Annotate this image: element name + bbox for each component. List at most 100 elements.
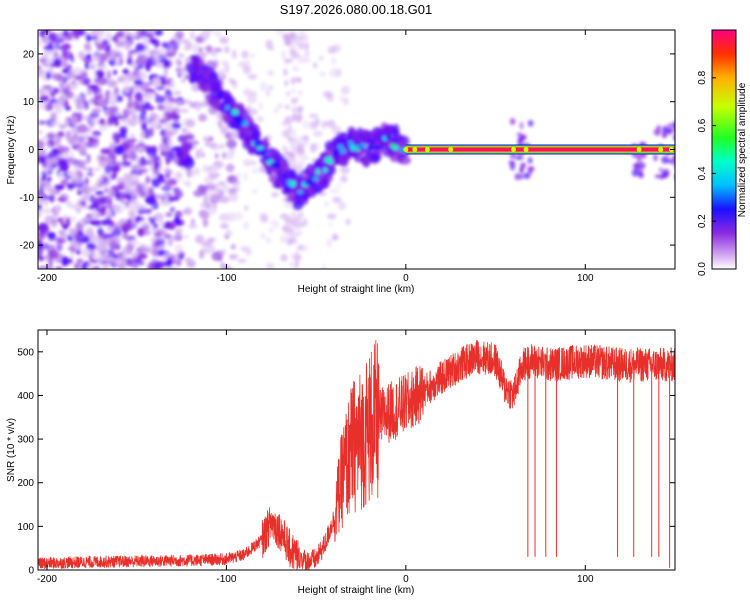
spectrogram-cell — [218, 143, 226, 150]
spectrogram-cell — [329, 67, 340, 78]
spectrogram-cell — [149, 193, 159, 202]
spectrogram-cell — [225, 151, 235, 160]
spectrogram-cell — [131, 100, 138, 108]
spectrogram-cell — [661, 155, 669, 164]
spectrogram-cell — [153, 30, 164, 36]
spectrogram-cell — [279, 161, 291, 172]
spectrogram-cell — [399, 155, 411, 165]
spectrogram-cell — [106, 70, 112, 80]
spectrogram-cell — [86, 186, 98, 193]
spectrogram-cell — [51, 148, 60, 153]
bottom-y-tick-label: 200 — [17, 478, 34, 489]
spectrogram-cell — [80, 219, 88, 225]
spectrogram-cell — [66, 200, 72, 208]
spectrogram-cell — [308, 113, 319, 118]
spectrogram-cell — [95, 190, 105, 196]
spectrogram-cell — [185, 118, 196, 128]
spectrogram-cell — [93, 182, 103, 189]
spectrogram-cell — [297, 211, 305, 217]
spectrogram-cell — [509, 153, 516, 159]
spectrogram-cell — [104, 164, 113, 175]
chart-title: S197.2026.080.00.18.G01 — [280, 2, 433, 17]
spectrogram-cell — [64, 99, 69, 108]
spectrogram-cell — [225, 163, 235, 173]
spectrogram-cell — [139, 220, 150, 228]
spectrogram-cell — [44, 242, 49, 250]
spectrogram-cell — [509, 118, 516, 125]
spectrogram-cell — [517, 174, 524, 180]
spectrogram-cell — [152, 77, 162, 87]
spectrogram-cell — [88, 98, 98, 104]
bottom-x-tick-label: -200 — [37, 574, 57, 585]
spectrogram-cells — [38, 30, 675, 269]
spectrogram-cell — [87, 227, 93, 237]
spectrogram-cell — [137, 252, 148, 260]
spectrogram-cell — [164, 181, 173, 188]
spectrogram-cell — [38, 129, 43, 135]
spectrogram-cell — [527, 157, 533, 164]
spectrogram-cell — [213, 30, 223, 38]
spectrogram-cell — [227, 109, 233, 115]
spectrogram-cell — [327, 119, 336, 129]
spectrogram-cell — [320, 121, 328, 129]
spectrogram-cell — [152, 61, 157, 67]
spectrogram-cell — [70, 180, 78, 186]
spectrogram-cell — [297, 244, 304, 250]
spectrogram-cell — [138, 260, 145, 266]
spectrogram-cell — [267, 70, 275, 77]
spectrogram-cell — [231, 49, 237, 60]
spectrogram-cell — [121, 246, 131, 256]
spectrogram-cell — [656, 125, 661, 131]
spectrogram-cell — [220, 262, 226, 269]
spectrogram-cell — [247, 73, 258, 80]
spectrogram-cell — [107, 91, 114, 97]
spectrogram-cell — [173, 190, 184, 199]
spectrogram-cell — [47, 161, 54, 171]
spectrogram-cell — [241, 50, 249, 59]
spectrogram-cell — [281, 121, 287, 127]
spectrogram-cell — [244, 205, 249, 211]
spectrogram-cell — [101, 265, 108, 269]
spectrogram-cell — [174, 215, 180, 225]
spectrogram-cell — [152, 261, 160, 269]
spectrogram-cell — [109, 241, 118, 250]
spectrogram-cell — [320, 264, 328, 269]
spectrogram-cell — [291, 106, 299, 114]
spectrogram-cell — [149, 120, 160, 129]
spectrogram-cell — [158, 119, 167, 124]
spectrogram-cell — [55, 73, 64, 82]
spectrogram-cell — [152, 168, 160, 175]
spectrogram-cell — [509, 162, 516, 171]
spectrogram-cell — [350, 144, 356, 152]
spectrogram-cell — [234, 211, 244, 221]
colorbar-tick-label: 0.0 — [697, 262, 708, 276]
spectrogram-cell — [83, 100, 89, 111]
spectrogram-cell — [137, 227, 144, 236]
spectrogram-cell — [131, 173, 138, 182]
spectrogram-cell — [148, 262, 155, 269]
spectrogram-cell — [243, 171, 248, 182]
spectrogram-cell — [191, 82, 201, 92]
spectrogram-cell — [360, 143, 366, 148]
spectrogram-cell — [112, 258, 119, 266]
spectrogram-cell — [171, 266, 178, 269]
spectrogram-cell — [333, 149, 338, 156]
spectrogram-cell — [197, 58, 205, 69]
spectrogram-cell — [183, 133, 195, 141]
spectrogram-cell — [343, 97, 349, 106]
bottom-x-ticks: -200 -100 0 100 — [37, 330, 594, 585]
spectrogram-cell — [186, 180, 191, 188]
spectrogram-cell — [84, 177, 89, 186]
spectrogram-cell — [232, 131, 239, 137]
spectrogram-cell — [99, 206, 107, 217]
spectrogram-cell — [78, 51, 86, 58]
top-y-tick-label: 10 — [23, 97, 35, 108]
spectrogram-cell — [156, 104, 165, 111]
spectrogram-cell — [332, 196, 342, 204]
spectrogram-cell — [52, 157, 60, 162]
spectrogram-cell — [138, 112, 147, 121]
spectrogram-cell — [97, 153, 102, 162]
spectrogram-cell — [228, 254, 239, 260]
spectrogram-cell — [112, 69, 118, 76]
spectrogram-cell — [289, 50, 299, 56]
